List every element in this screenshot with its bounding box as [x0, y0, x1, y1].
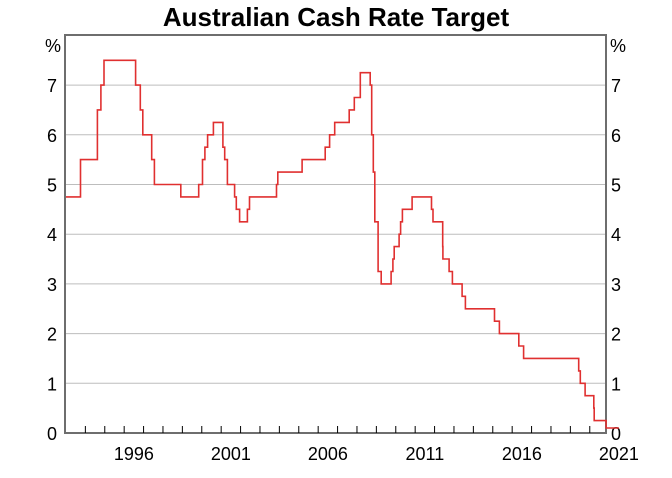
- y-tick-label: 2: [611, 325, 621, 345]
- y-tick-label: 6: [47, 126, 57, 146]
- y-tick-label: 7: [47, 76, 57, 96]
- y-tick-label: 2: [47, 325, 57, 345]
- y-tick-label: 0: [611, 424, 621, 444]
- x-tick-label: 2016: [502, 444, 542, 464]
- y-tick-label: 4: [611, 225, 621, 245]
- x-tick-label: 2021: [599, 444, 639, 464]
- x-tick-label: 1996: [114, 444, 154, 464]
- y-axis-right-labels: 0 1 2 3 4 5 6 7: [611, 76, 621, 444]
- y-tick-label: 3: [47, 275, 57, 295]
- x-tick-label: 2011: [406, 444, 445, 464]
- x-tick-label: 2006: [308, 444, 348, 464]
- cash-rate-line: [66, 59, 619, 429]
- y-tick-label: 5: [47, 176, 57, 196]
- y-axis-left-labels: 0 1 2 3 4 5 6 7: [47, 76, 57, 444]
- y-tick-label: 1: [47, 374, 57, 394]
- y-tick-label: 4: [47, 225, 57, 245]
- y-tick-label: 6: [611, 126, 621, 146]
- y-unit-right: %: [610, 36, 626, 56]
- plot-frame: [64, 34, 607, 434]
- y-tick-label: 1: [611, 374, 621, 394]
- x-axis-labels: 1996 2001 2006 2011 2016 2021: [114, 444, 639, 464]
- y-tick-label: 0: [47, 424, 57, 444]
- y-unit-left: %: [45, 36, 61, 56]
- y-tick-label: 5: [611, 176, 621, 196]
- y-tick-label: 3: [611, 275, 621, 295]
- x-tick-label: 2001: [211, 444, 251, 464]
- chart-title: Australian Cash Rate Target: [162, 2, 510, 32]
- x-axis-ticks: [84, 426, 591, 433]
- y-tick-label: 7: [611, 76, 621, 96]
